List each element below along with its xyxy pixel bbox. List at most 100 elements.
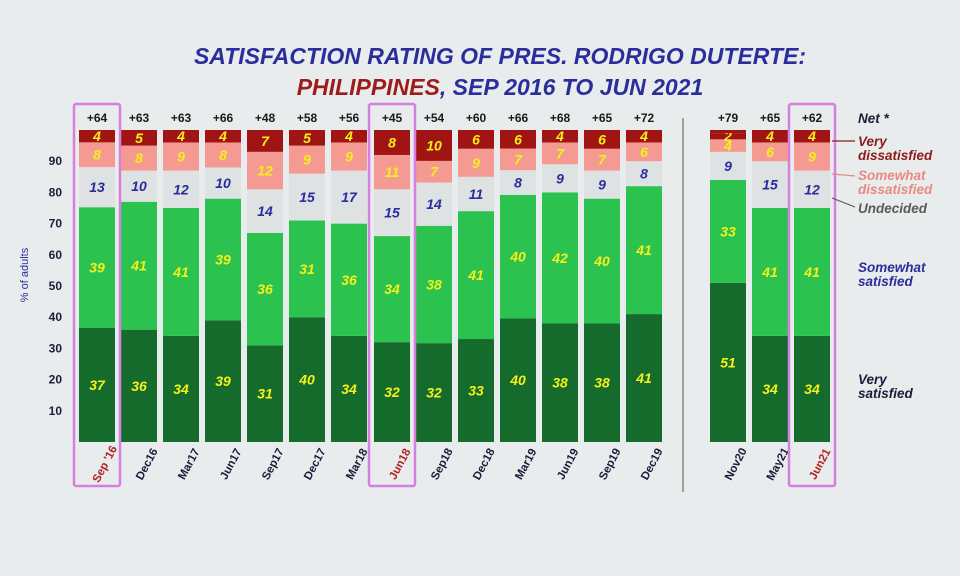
legend-somewhat-dissatisfied: Somewhat dissatisfied: [858, 168, 933, 197]
highlight-box: [72, 102, 122, 488]
bar-group: 32 38 14 7 10: [416, 130, 452, 442]
y-tick-label: 10: [49, 404, 63, 418]
bar-segment-somewhat-dissatisfied: [121, 145, 157, 171]
net-value: +65: [592, 111, 613, 125]
bar-segment-somewhat-dissatisfied: [626, 142, 662, 162]
net-value: +65: [760, 111, 781, 125]
bar-segment-undecided: [374, 189, 410, 237]
bar-segment-very-satisfied: [752, 335, 788, 442]
y-axis-label: % of adults: [19, 247, 31, 302]
bar-segment-very-dissatisfied: [416, 130, 452, 161]
highlight-box: [787, 102, 837, 488]
bar-segment-undecided: [247, 189, 283, 233]
bar-group: 34 41 15 64: [752, 128, 788, 442]
legend-very-satisfied: Very satisfied: [858, 372, 914, 401]
bar-segment-somewhat-satisfied: [374, 236, 410, 343]
bar-segment-somewhat-dissatisfied: [584, 148, 620, 171]
data-label-undecided: 13: [89, 179, 105, 195]
y-tick-label: 50: [49, 279, 63, 293]
bar-group: 34 41 12 9 4: [163, 128, 199, 442]
data-label-very-dissatisfied: 2: [723, 128, 732, 144]
bar-segment-very-satisfied: [542, 323, 578, 442]
bar-segment-very-dissatisfied: [121, 130, 157, 146]
bar-segment-somewhat-dissatisfied: [79, 142, 115, 168]
data-label-very-satisfied: 31: [257, 386, 273, 402]
data-label-somewhat-satisfied: 41: [467, 267, 484, 283]
y-tick-label: 30: [49, 341, 63, 355]
bar-segment-somewhat-satisfied: [247, 232, 283, 346]
x-tick-label: Mar18: [344, 446, 370, 482]
chart-title: SATISFACTION RATING OF PRES. RODRIGO DUT…: [194, 43, 806, 100]
bar-segment-very-dissatisfied: [374, 130, 410, 155]
data-label-somewhat-dissatisfied: 7: [598, 152, 607, 168]
data-label-very-dissatisfied: 4: [555, 128, 564, 144]
bar-segment-somewhat-satisfied: [626, 186, 662, 315]
data-label-undecided: 15: [762, 177, 778, 193]
data-label-somewhat-dissatisfied: 9: [303, 152, 311, 168]
data-label-somewhat-satisfied: 39: [215, 251, 231, 267]
bar-segment-undecided: [710, 151, 746, 180]
bar-segment-very-dissatisfied: [247, 130, 283, 152]
x-tick-label: Jun18: [387, 446, 413, 482]
bar-segment-somewhat-dissatisfied: [794, 142, 830, 171]
data-label-very-dissatisfied: 4: [344, 128, 353, 144]
data-label-undecided: 9: [556, 170, 564, 186]
bar-segment-very-satisfied: [500, 318, 536, 442]
bar-segment-somewhat-satisfied: [331, 223, 367, 336]
bar-segment-undecided: [79, 167, 115, 208]
net-value: +72: [634, 111, 655, 125]
bar-segment-somewhat-satisfied: [416, 225, 452, 344]
data-label-very-dissatisfied: 4: [807, 128, 816, 144]
data-label-somewhat-satisfied: 41: [635, 242, 652, 258]
bar-segment-somewhat-satisfied: [500, 194, 536, 319]
bar-segment-undecided: [752, 161, 788, 208]
net-value: +60: [466, 111, 487, 125]
data-label-somewhat-satisfied: 42: [551, 250, 568, 266]
x-tick-label: Dec19: [639, 447, 666, 483]
data-label-somewhat-satisfied: 38: [426, 276, 442, 292]
y-tick-label: 90: [49, 154, 63, 168]
bar-segment-very-dissatisfied: [289, 130, 325, 146]
data-label-undecided: 15: [299, 189, 315, 205]
x-tick-label: Jun19: [555, 447, 581, 482]
bar-segment-very-satisfied: [626, 314, 662, 442]
data-label-somewhat-dissatisfied: 7: [514, 151, 523, 167]
net-header: Net *: [858, 111, 890, 126]
bar-group: 33 41 11 9 6: [458, 130, 494, 442]
data-label-very-satisfied: 34: [341, 381, 357, 397]
bar-group: 32 34 15 11 8: [374, 130, 410, 442]
data-label-very-satisfied: 34: [762, 381, 778, 397]
data-label-very-satisfied: 51: [720, 354, 736, 370]
net-value: +63: [129, 111, 150, 125]
data-label-somewhat-dissatisfied: 8: [93, 147, 101, 163]
net-row: +64 +63 +63 +66 +48 +58 +56 +45 +54 +60 +66 +68 +65 +…: [87, 111, 823, 125]
bar-segment-very-satisfied: [458, 339, 494, 442]
bar-group: 31 36 14 12 7: [247, 130, 283, 442]
bar-group: 40 31 15 9 5: [289, 130, 325, 442]
bar-segment-undecided: [289, 173, 325, 221]
bar-segment-very-dissatisfied: [542, 130, 578, 143]
bar-segment-somewhat-dissatisfied: [458, 148, 494, 177]
x-tick-label: Jun17: [218, 447, 244, 482]
data-label-somewhat-dissatisfied: 9: [177, 149, 185, 165]
data-label-very-satisfied: 36: [131, 378, 147, 394]
data-label-undecided: 9: [598, 177, 606, 193]
data-label-very-dissatisfied: 4: [765, 128, 774, 144]
chart-bars: 3739138436411085344112943939108431361412…: [79, 128, 830, 442]
bar-segment-very-satisfied: [289, 317, 325, 442]
data-label-somewhat-satisfied: 41: [172, 264, 189, 280]
bar-segment-somewhat-satisfied: [584, 198, 620, 324]
data-label-very-dissatisfied: 8: [388, 134, 396, 150]
x-tick-label: Nov20: [723, 446, 750, 482]
data-label-very-dissatisfied: 4: [218, 128, 227, 144]
highlight-box: [367, 102, 417, 488]
data-label-somewhat-dissatisfied: 8: [219, 147, 227, 163]
x-tick-label: Mar19: [513, 447, 539, 482]
legend-pointer: [831, 173, 856, 177]
bar-group: 34 41 12 9 4: [794, 128, 830, 442]
x-tick-label: Sep18: [429, 446, 456, 482]
data-label-very-satisfied: 34: [173, 381, 189, 397]
data-label-somewhat-satisfied: 31: [299, 261, 315, 277]
bar-segment-somewhat-dissatisfied: [374, 154, 410, 190]
